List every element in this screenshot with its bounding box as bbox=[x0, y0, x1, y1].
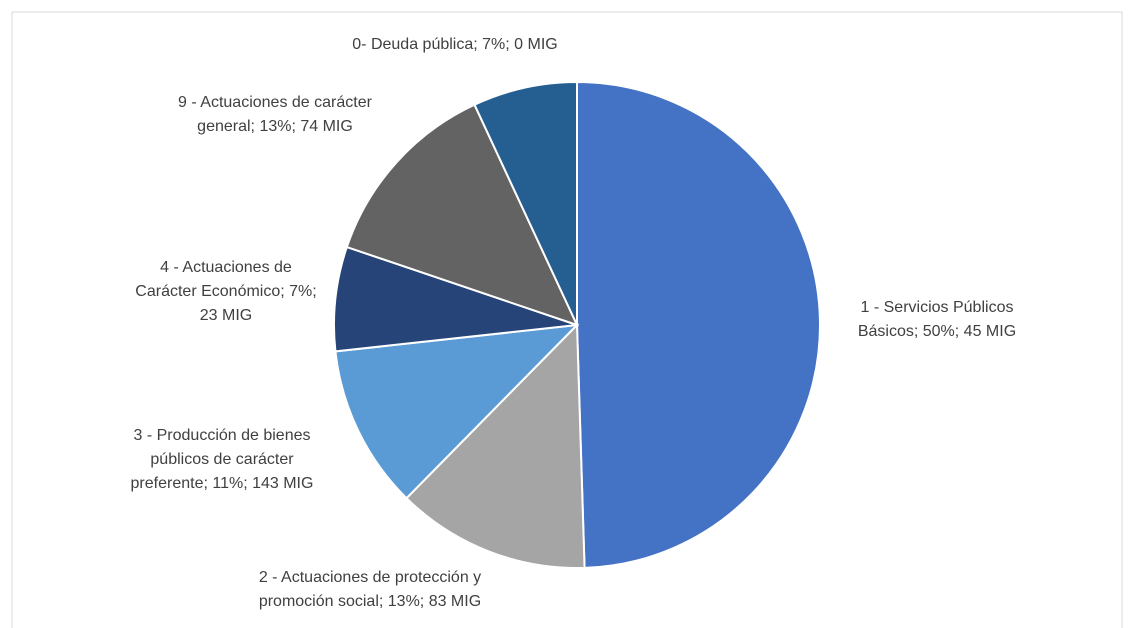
pie-slice bbox=[333, 245, 578, 353]
pie-slice bbox=[576, 80, 821, 569]
pie-slice bbox=[473, 80, 578, 326]
data-label: 3 - Producción de bienes públicos de car… bbox=[130, 427, 314, 492]
data-label: 9 - Actuaciones de carácter general; 13%… bbox=[178, 94, 372, 135]
data-label: 1 - Servicios Públicos Básicos; 50%; 45 … bbox=[857, 299, 1017, 340]
data-label: 2 - Actuaciones de protección y promoció… bbox=[258, 569, 482, 610]
data-label: 0- Deuda pública; 7%; 0 MIG bbox=[352, 36, 558, 53]
pie-slice bbox=[345, 103, 579, 327]
pie-slice bbox=[334, 323, 580, 500]
data-label: 4 - Actuaciones de Carácter Económico; 7… bbox=[135, 259, 317, 324]
pie-slice bbox=[405, 322, 586, 569]
